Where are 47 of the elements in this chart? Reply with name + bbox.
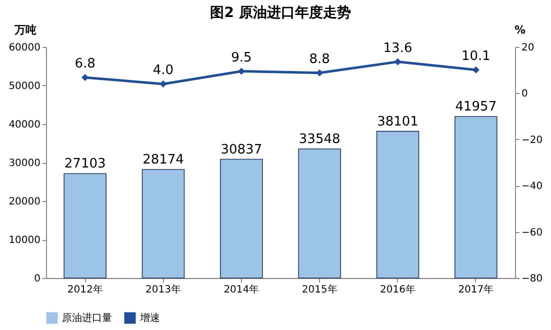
data-label: 33548 xyxy=(298,132,340,147)
y2-tick-label: 0 xyxy=(522,88,528,100)
point xyxy=(316,69,324,76)
bar xyxy=(64,173,106,278)
point xyxy=(238,68,245,75)
y-tick-label: 30000 xyxy=(8,158,40,169)
y-tick-label: 10000 xyxy=(8,235,40,246)
bar xyxy=(376,130,420,278)
data-label: 38101 xyxy=(377,114,418,130)
y-tick-label: 20000 xyxy=(8,196,40,208)
data-label: 4.0 xyxy=(152,62,174,78)
point xyxy=(160,80,167,88)
y-tick-label: 60000 xyxy=(8,42,40,54)
legend-label: 原油进口量 xyxy=(62,312,112,324)
data-label: 6.8 xyxy=(74,56,96,72)
x-tick-label: 2017年 xyxy=(458,284,494,296)
y2-tick-label: 20 xyxy=(522,42,534,54)
data-label: 10.1 xyxy=(461,48,490,64)
y2-tick-label: −60 xyxy=(522,227,543,238)
legend-label: 增速 xyxy=(139,312,160,324)
x-tick-label: 2014年 xyxy=(224,284,260,296)
y2-axis-title: % xyxy=(514,24,526,36)
bar xyxy=(298,148,341,278)
data-label: 8.8 xyxy=(309,52,330,67)
y-tick-label: 50000 xyxy=(8,81,40,92)
bar xyxy=(142,169,185,278)
y2-tick-label: −40 xyxy=(522,181,543,192)
y-tick-label: 40000 xyxy=(8,120,40,130)
bar xyxy=(220,158,263,278)
data-label: 27103 xyxy=(64,156,106,172)
data-label: 30837 xyxy=(220,142,262,158)
x-tick-label: 2015年 xyxy=(302,284,338,296)
y-tick-label: 0 xyxy=(34,274,40,284)
bar xyxy=(454,116,498,278)
data-label: 28174 xyxy=(142,152,184,168)
data-label: 13.6 xyxy=(383,40,412,56)
point xyxy=(394,58,402,66)
data-label: 41957 xyxy=(455,99,497,114)
x-tick-label: 2013年 xyxy=(146,284,181,296)
y2-tick-label: −20 xyxy=(522,134,543,146)
y2-tick-label: −80 xyxy=(522,274,543,284)
y-axis-title: 万吨 xyxy=(14,24,36,36)
x-tick-label: 2012年 xyxy=(67,284,103,296)
point xyxy=(472,66,480,74)
data-label: 9.5 xyxy=(231,50,252,66)
chart-title: 图2 原油进口年度走势 xyxy=(210,4,351,21)
x-tick-label: 2016年 xyxy=(380,284,416,296)
